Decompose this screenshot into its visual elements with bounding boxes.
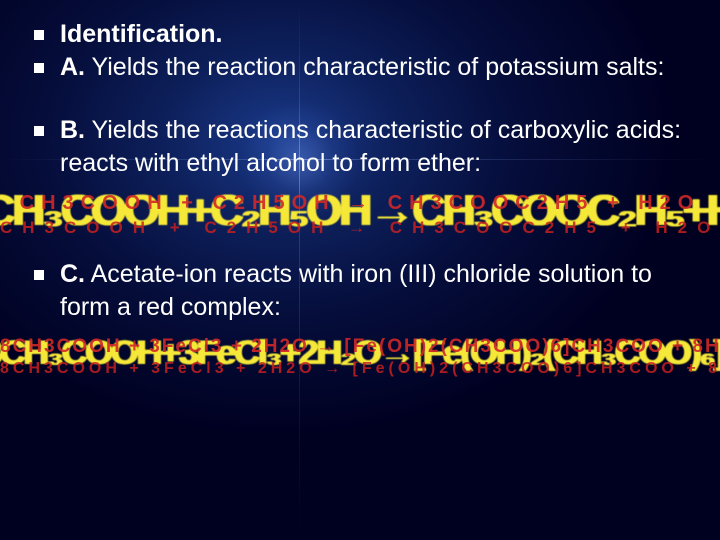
bullet-c: C. Acetate-ion reacts with iron (III) ch… <box>28 258 692 324</box>
formula-2-red-a: 8CH3COOH + 3FeCl3 + 2H2O → [Fe(OH)2(CH3C… <box>0 336 720 358</box>
bullet-rest: Acetate-ion reacts with iron (III) chlor… <box>60 260 652 321</box>
formula-2: 8CH₃COOH+3FeCl₃+2H₂O→[Fe(OH)₂(CH₃COO)₆]C… <box>0 330 720 386</box>
bullet-rest: Yields the reaction characteristic of po… <box>85 53 664 81</box>
bullet-group-3: C. Acetate-ion reacts with iron (III) ch… <box>28 258 692 324</box>
bullet-text: Identification. <box>60 18 692 51</box>
slide-content: Identification. A. Yields the reaction c… <box>0 0 720 386</box>
bullet-marker-icon <box>34 30 44 40</box>
bullet-bold: C. <box>60 260 85 288</box>
bullet-b: B. Yields the reactions characteristic o… <box>28 114 692 180</box>
bullet-group-2: B. Yields the reactions characteristic o… <box>28 114 692 180</box>
formula-1-red-a: CH3COOH + C2H5OH → CH3COOC2H5 + H2O <box>0 192 720 215</box>
bullet-group-1: Identification. A. Yields the reaction c… <box>28 18 692 84</box>
bullet-a: A. Yields the reaction characteristic of… <box>28 51 692 84</box>
formula-2-red-b: 8CH3COOH + 3FeCl3 + 2H2O → [Fe(OH)2(CH3C… <box>0 360 720 378</box>
bullet-bold: Identification. <box>60 20 223 48</box>
bullet-marker-icon <box>34 63 44 73</box>
bullet-rest: Yields the reactions characteristic of c… <box>60 116 681 177</box>
bullet-marker-icon <box>34 270 44 280</box>
bullet-identification: Identification. <box>28 18 692 51</box>
formula-1: CH₃COOH+C₂H₅OH→CH₃COOC₂H₅+H₂O CH3COOH + … <box>0 188 720 244</box>
bullet-bold: A. <box>60 53 85 81</box>
bullet-bold: B. <box>60 116 85 144</box>
bullet-marker-icon <box>34 126 44 136</box>
formula-1-red-b: CH3COOH + C2H5OH → CH3COOC2H5 + H2O <box>0 218 720 238</box>
bullet-text: C. Acetate-ion reacts with iron (III) ch… <box>60 258 692 324</box>
bullet-text: B. Yields the reactions characteristic o… <box>60 114 692 180</box>
bullet-text: A. Yields the reaction characteristic of… <box>60 51 692 84</box>
